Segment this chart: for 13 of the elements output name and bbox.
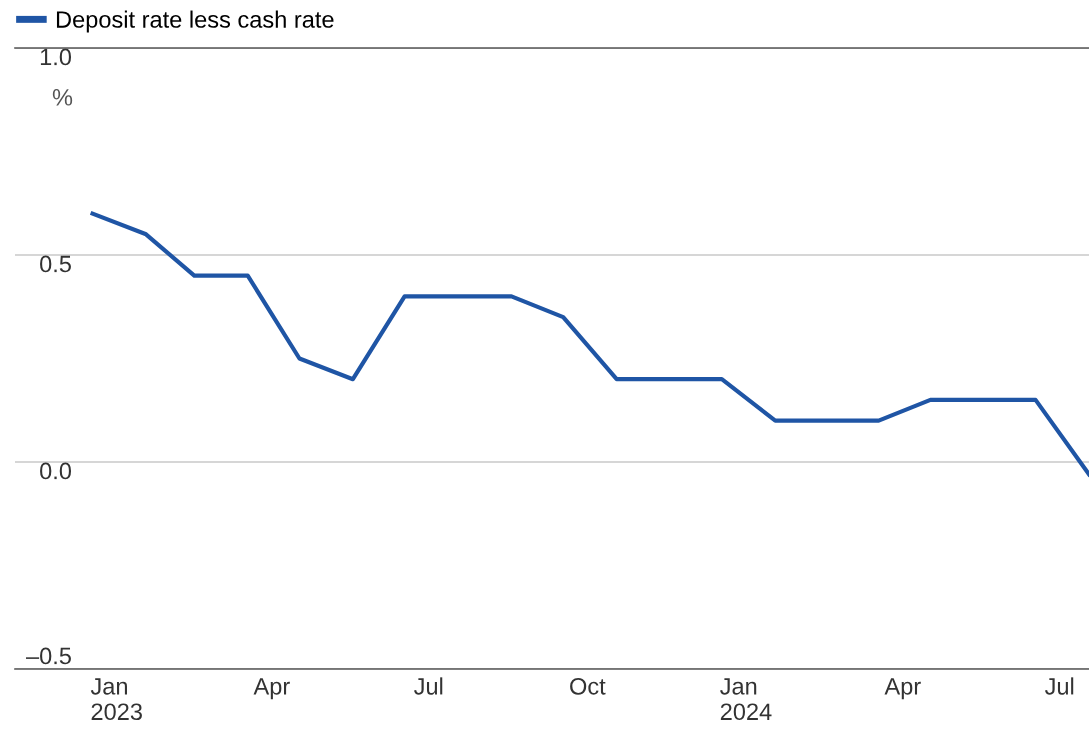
legend-label: Deposit rate less cash rate [56,10,334,33]
y-tick-label: 0.0 [40,462,72,480]
x-tick-label: Apr [884,678,921,700]
x-tick-label: Jan 2024 [720,678,772,721]
y-tick-label: 1.0 [40,48,72,66]
x-tick-label: Jul [1044,677,1074,695]
y-axis-title: % [52,89,73,106]
y-tick-label: 0.5 [40,255,71,273]
y-tick-label: –0.5 [26,647,71,665]
x-tick-label: Oct [570,677,606,695]
x-tick-label: Apr [253,678,290,700]
x-tick-label: Jul [414,677,443,695]
x-tick-label: Jan 2023 [90,678,142,721]
